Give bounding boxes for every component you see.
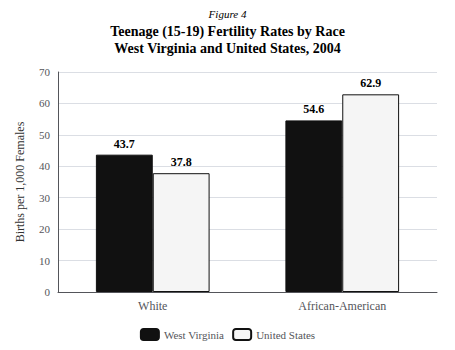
svg-text:0: 0 xyxy=(45,286,51,298)
svg-text:30: 30 xyxy=(39,192,51,204)
svg-text:United States: United States xyxy=(256,329,315,341)
svg-text:West Virginia and United State: West Virginia and United States, 2004 xyxy=(114,41,340,56)
svg-text:African-American: African-American xyxy=(298,299,386,313)
svg-text:20: 20 xyxy=(39,223,51,235)
svg-text:White: White xyxy=(138,299,167,313)
svg-text:43.7: 43.7 xyxy=(114,137,135,151)
svg-text:60: 60 xyxy=(39,97,51,109)
svg-text:Teenage (15-19) Fertility Rate: Teenage (15-19) Fertility Rates by Race xyxy=(110,24,345,40)
svg-text:10: 10 xyxy=(39,255,51,267)
svg-text:70: 70 xyxy=(39,66,51,78)
svg-text:50: 50 xyxy=(39,129,51,141)
svg-text:40: 40 xyxy=(39,160,51,172)
svg-text:Figure 4: Figure 4 xyxy=(208,8,247,20)
svg-text:62.9: 62.9 xyxy=(360,76,381,90)
svg-text:37.8: 37.8 xyxy=(171,155,192,169)
svg-text:West Virginia: West Virginia xyxy=(164,329,224,341)
svg-text:Births per 1,000 Females: Births per 1,000 Females xyxy=(13,121,27,242)
svg-text:54.6: 54.6 xyxy=(303,102,324,116)
